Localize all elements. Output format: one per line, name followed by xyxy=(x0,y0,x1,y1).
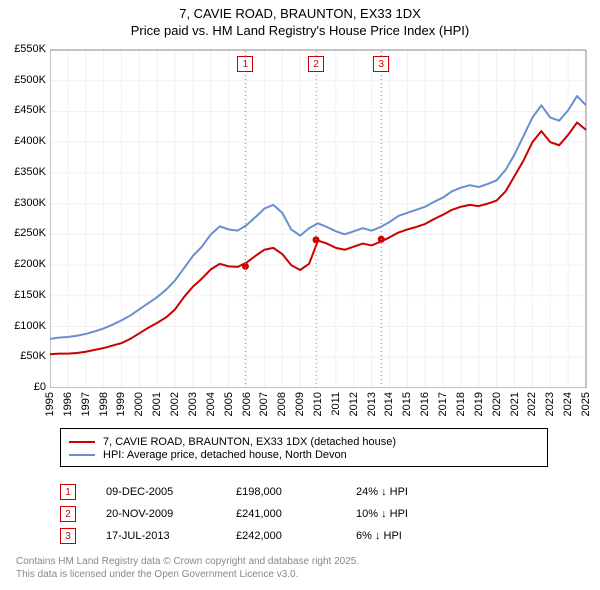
x-tick-label: 2002 xyxy=(169,392,181,416)
x-tick-label: 2015 xyxy=(401,392,413,416)
x-tick-label: 2024 xyxy=(562,392,574,416)
x-tick-label: 2020 xyxy=(491,392,503,416)
footer-attribution: Contains HM Land Registry data © Crown c… xyxy=(16,556,359,581)
x-tick-label: 2007 xyxy=(258,392,270,416)
y-tick-label: £150K xyxy=(14,289,46,301)
chart-marker-2: 2 xyxy=(308,54,324,72)
x-tick-label: 2008 xyxy=(276,392,288,416)
sale-row: 2 20-NOV-2009 £241,000 10% ↓ HPI xyxy=(60,506,540,522)
x-tick-label: 2012 xyxy=(348,392,360,416)
y-tick-label: £350K xyxy=(14,166,46,178)
chart-marker-1: 1 xyxy=(237,54,253,72)
x-tick-label: 2004 xyxy=(205,392,217,416)
x-tick-label: 1998 xyxy=(98,392,110,416)
sale-price: £198,000 xyxy=(236,486,326,498)
title-line1: 7, CAVIE ROAD, BRAUNTON, EX33 1DX xyxy=(0,6,600,23)
y-tick-label: £100K xyxy=(14,320,46,332)
y-tick-label: £200K xyxy=(14,258,46,270)
chart-marker-3: 3 xyxy=(373,54,389,72)
legend-item: 7, CAVIE ROAD, BRAUNTON, EX33 1DX (detac… xyxy=(69,436,539,448)
x-tick-label: 2013 xyxy=(366,392,378,416)
x-tick-label: 2000 xyxy=(133,392,145,416)
footer-line1: Contains HM Land Registry data © Crown c… xyxy=(16,556,359,567)
legend-item: HPI: Average price, detached house, Nort… xyxy=(69,449,539,461)
sale-price: £241,000 xyxy=(236,508,326,520)
sale-price: £242,000 xyxy=(236,530,326,542)
sale-date: 09-DEC-2005 xyxy=(106,486,206,498)
footer-line2: This data is licensed under the Open Gov… xyxy=(16,569,298,580)
y-tick-label: £400K xyxy=(14,135,46,147)
y-tick-label: £300K xyxy=(14,197,46,209)
legend-label: 7, CAVIE ROAD, BRAUNTON, EX33 1DX (detac… xyxy=(103,436,396,448)
x-tick-label: 1997 xyxy=(80,392,92,416)
sale-marker: 2 xyxy=(60,506,76,522)
legend-swatch xyxy=(69,441,95,443)
sale-diff: 6% ↓ HPI xyxy=(356,530,466,542)
sale-diff: 24% ↓ HPI xyxy=(356,486,466,498)
chart-area xyxy=(50,48,590,388)
x-tick-label: 2014 xyxy=(383,392,395,416)
x-tick-label: 2016 xyxy=(419,392,431,416)
sales-table: 1 09-DEC-2005 £198,000 24% ↓ HPI 2 20-NOV-200… xyxy=(60,478,540,550)
sale-row: 3 17-JUL-2013 £242,000 6% ↓ HPI xyxy=(60,528,540,544)
x-tick-label: 2003 xyxy=(187,392,199,416)
x-tick-label: 2017 xyxy=(437,392,449,416)
sale-date: 17-JUL-2013 xyxy=(106,530,206,542)
sale-marker: 1 xyxy=(60,484,76,500)
x-tick-label: 2011 xyxy=(330,392,342,416)
legend: 7, CAVIE ROAD, BRAUNTON, EX33 1DX (detac… xyxy=(60,428,548,467)
chart-title: 7, CAVIE ROAD, BRAUNTON, EX33 1DX Price … xyxy=(0,0,600,40)
x-tick-label: 2001 xyxy=(151,392,163,416)
x-tick-label: 2006 xyxy=(241,392,253,416)
x-tick-label: 2005 xyxy=(223,392,235,416)
legend-label: HPI: Average price, detached house, Nort… xyxy=(103,449,347,461)
legend-swatch xyxy=(69,454,95,456)
x-tick-label: 2021 xyxy=(509,392,521,416)
y-tick-label: £250K xyxy=(14,227,46,239)
y-tick-label: £450K xyxy=(14,104,46,116)
x-tick-label: 1996 xyxy=(62,392,74,416)
y-tick-label: £50K xyxy=(20,350,46,362)
x-tick-label: 1999 xyxy=(115,392,127,416)
x-tick-label: 1995 xyxy=(44,392,56,416)
x-tick-label: 2019 xyxy=(473,392,485,416)
sale-row: 1 09-DEC-2005 £198,000 24% ↓ HPI xyxy=(60,484,540,500)
x-tick-label: 2018 xyxy=(455,392,467,416)
y-tick-label: £500K xyxy=(14,74,46,86)
x-tick-label: 2010 xyxy=(312,392,324,416)
sale-date: 20-NOV-2009 xyxy=(106,508,206,520)
sale-marker: 3 xyxy=(60,528,76,544)
sale-diff: 10% ↓ HPI xyxy=(356,508,466,520)
x-tick-label: 2009 xyxy=(294,392,306,416)
y-tick-label: £550K xyxy=(14,43,46,55)
x-tick-label: 2023 xyxy=(544,392,556,416)
x-tick-label: 2025 xyxy=(580,392,592,416)
x-tick-label: 2022 xyxy=(526,392,538,416)
title-line2: Price paid vs. HM Land Registry's House … xyxy=(0,23,600,40)
